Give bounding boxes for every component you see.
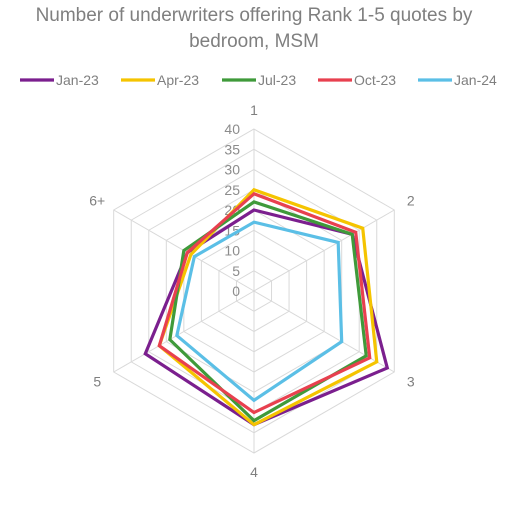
series-line: [157, 187, 379, 427]
category-label: 3: [407, 374, 415, 390]
grid: [113, 128, 395, 454]
legend-label: Jul-23: [258, 72, 296, 88]
tick-label: 35: [224, 141, 240, 157]
tick-label: 10: [224, 243, 240, 259]
tick-label: 25: [224, 182, 240, 198]
category-label: 4: [250, 464, 258, 480]
series-line: [168, 200, 368, 423]
tick-label: 30: [224, 162, 240, 178]
category-label: 1: [250, 102, 258, 118]
category-label: 2: [407, 193, 415, 209]
legend-label: Jan-23: [56, 72, 99, 88]
tick-label: 0: [232, 283, 240, 299]
category-label: 5: [93, 374, 101, 390]
category-label: 6+: [89, 193, 105, 209]
category-labels: 1 2 3 4 5 6+: [89, 102, 415, 480]
grid-spoke: [253, 209, 395, 292]
chart-title-line2: bedroom, MSM: [189, 31, 319, 52]
series-line: [157, 191, 372, 415]
legend-label: Oct-23: [354, 72, 396, 88]
series-line: [175, 220, 344, 403]
grid-spoke: [113, 290, 255, 373]
legend-label: Jan-24: [454, 72, 497, 88]
legend-label: Apr-23: [157, 72, 199, 88]
tick-label: 40: [224, 121, 240, 137]
tick-label: 5: [232, 263, 240, 279]
series-lines: [143, 187, 390, 427]
chart-title-line1: Number of underwriters offering Rank 1-5…: [36, 5, 473, 26]
legend: Jan-23 Apr-23 Jul-23 Oct-23 Jan-24: [20, 72, 497, 88]
